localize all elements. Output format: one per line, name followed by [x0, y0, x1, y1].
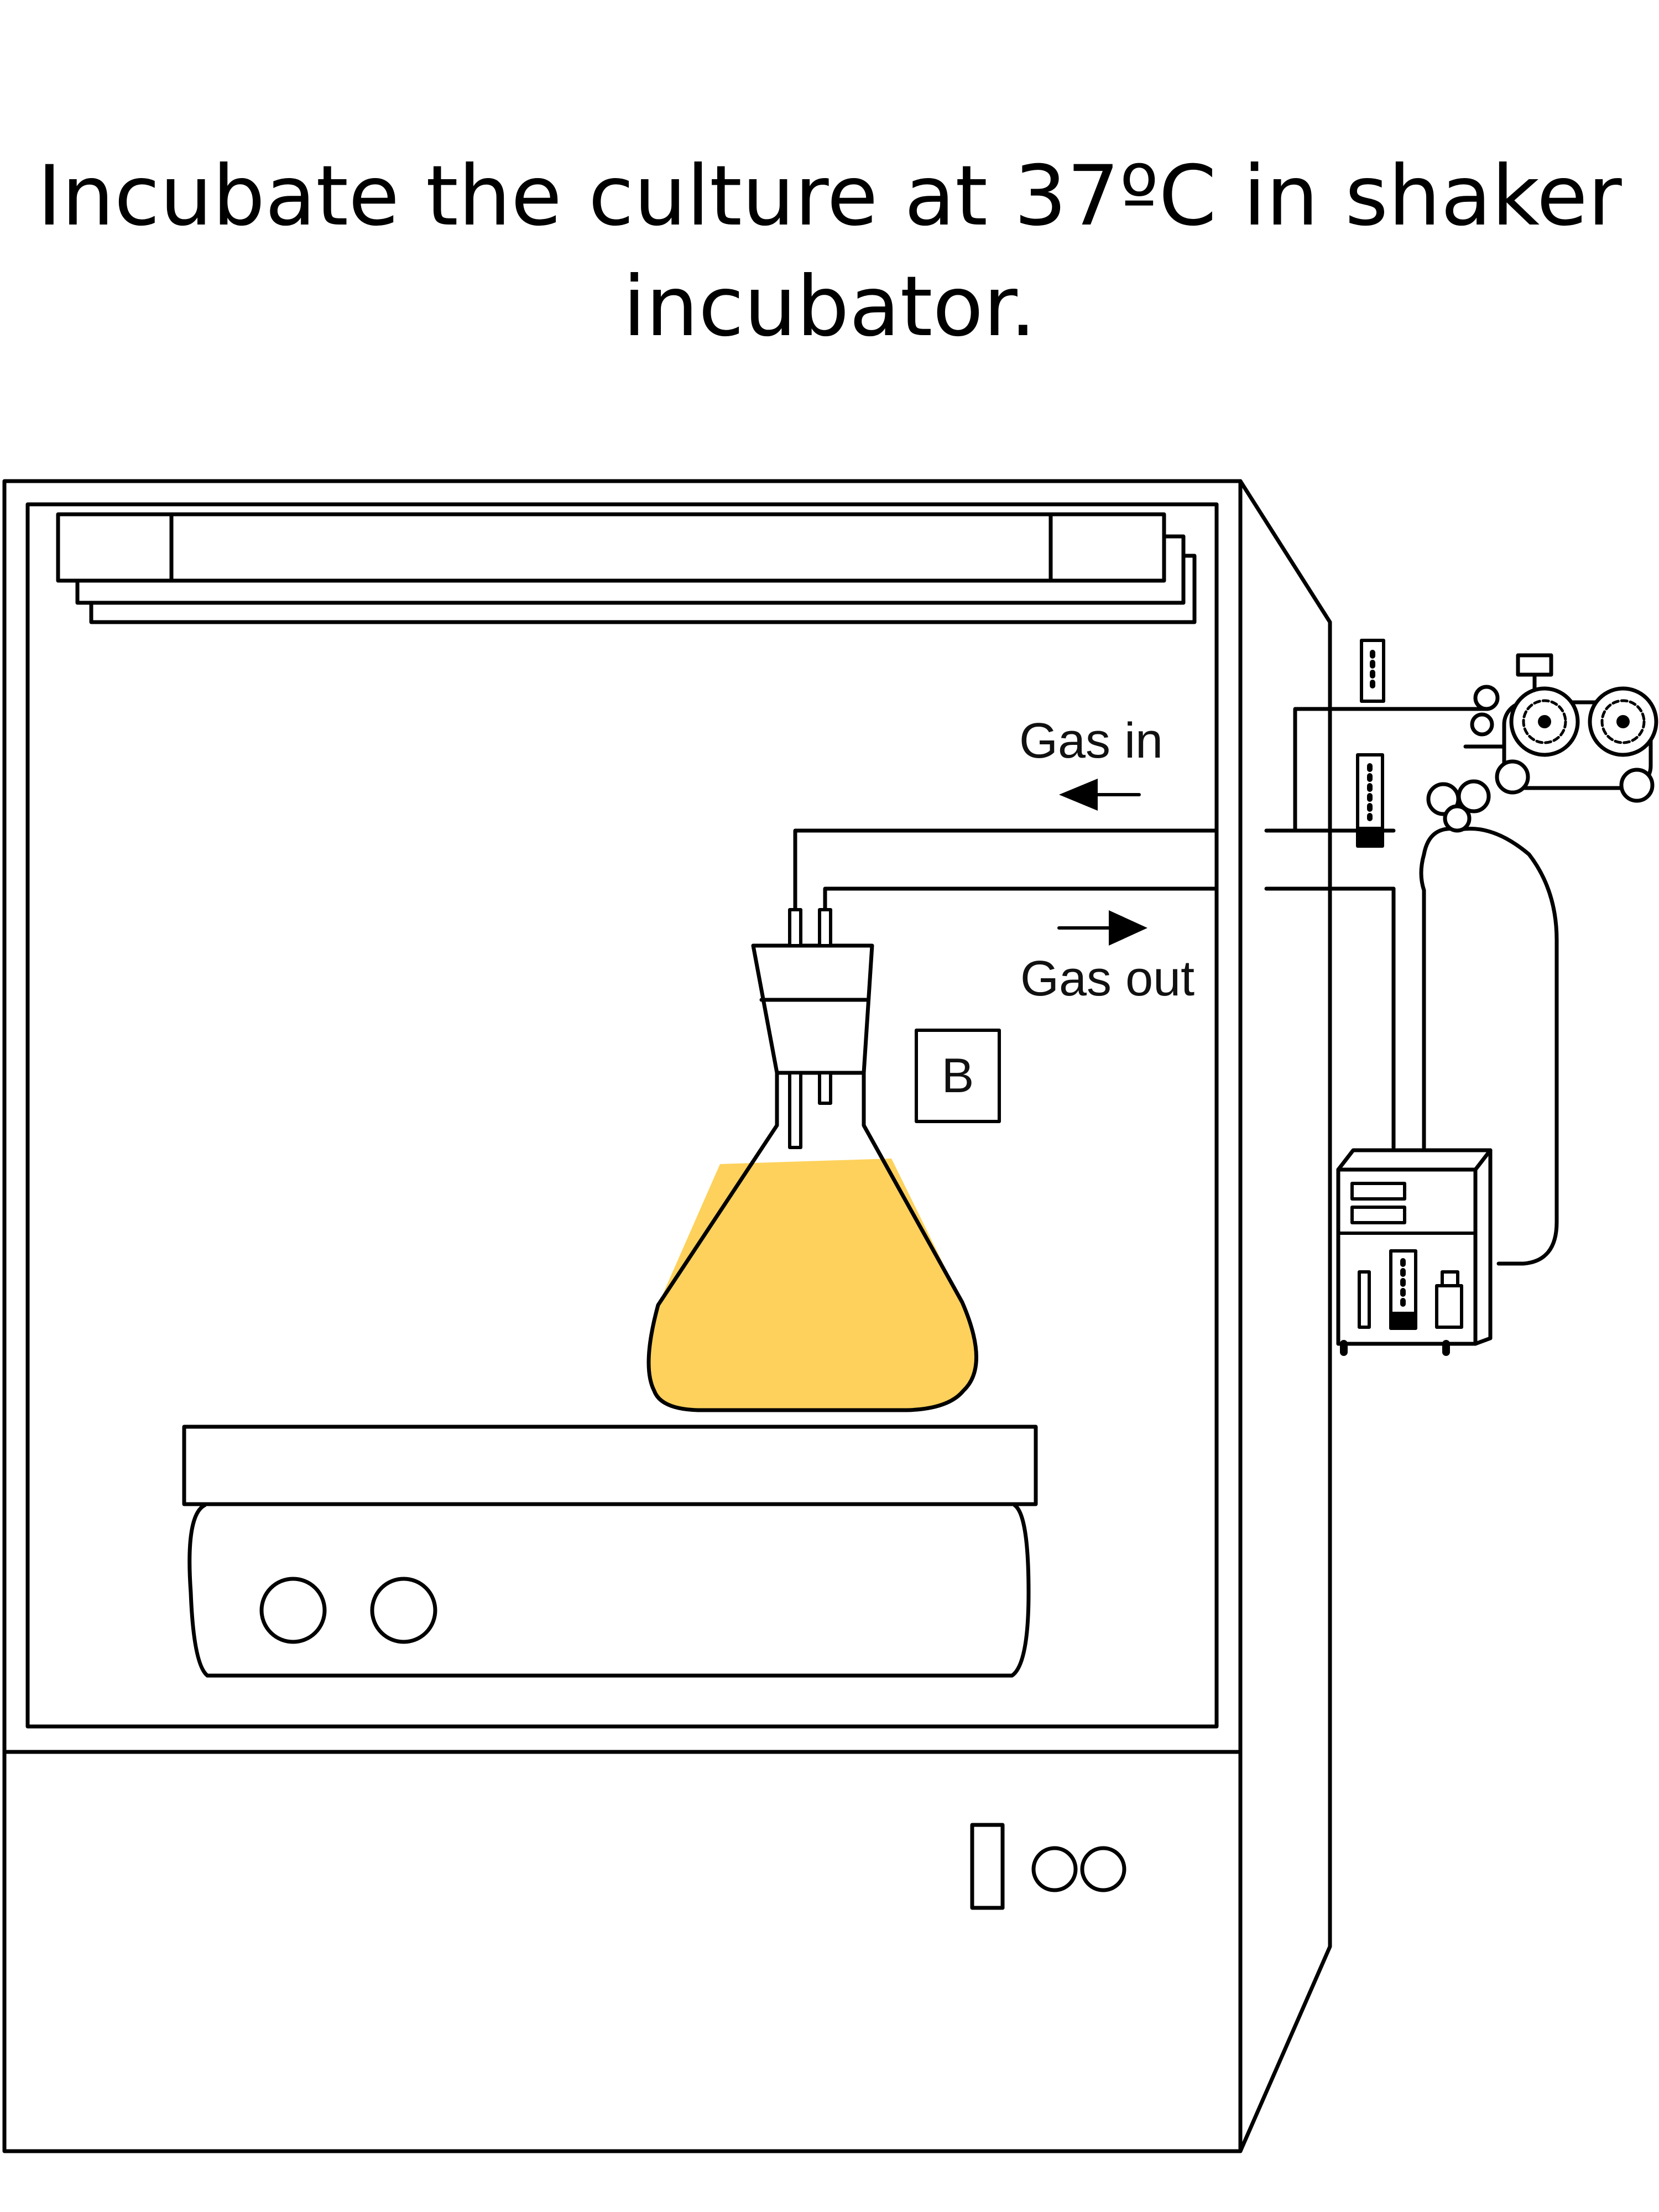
shaker-tray: [182, 1425, 1038, 1506]
gas-out-tube: [823, 886, 1219, 948]
gas-pump-icon: [1463, 653, 1658, 803]
gas-in-label: Gas in: [1019, 713, 1163, 769]
arrow-left-icon: [1059, 779, 1141, 811]
cabinet-side-panel: [1238, 479, 1332, 2153]
control-knob-2[interactable]: [1080, 1846, 1126, 1892]
top-light-fixture: [56, 512, 1197, 624]
shaker-base: [187, 1503, 1031, 1678]
cabinet-chamber: [25, 502, 1219, 1729]
outlet-tube-top: [818, 908, 832, 947]
caption-line-2: incubator.: [623, 259, 1036, 355]
cabinet-outer-frame: [2, 479, 1243, 2153]
flask-marker-box: B: [915, 1029, 1001, 1123]
cabinet-controls[interactable]: [970, 1823, 1126, 1910]
flask-marker-label: B: [942, 1048, 974, 1103]
incubator-cabinet: [2, 479, 1332, 2153]
controller-display-2: [1350, 1206, 1406, 1224]
step-caption: Incubate the culture at 37ºC in shaker i…: [0, 141, 1659, 362]
power-switch[interactable]: [970, 1823, 1005, 1910]
rubber-stopper: [751, 943, 874, 1075]
control-knob-1[interactable]: [1031, 1846, 1078, 1892]
outlet-tube-short: [818, 1071, 832, 1105]
inlet-tube-dip: [788, 1071, 802, 1149]
erlenmeyer-flask: [646, 908, 978, 1412]
shaker-platform: [182, 1425, 1038, 1678]
flask-body: [646, 1071, 978, 1412]
shaker-knob-1[interactable]: [259, 1577, 327, 1644]
gas-out-label: Gas out: [1020, 951, 1194, 1006]
gas-controller-unit: [1336, 1148, 1493, 1356]
controller-display-1: [1350, 1182, 1406, 1201]
controller-switch[interactable]: [1358, 1270, 1371, 1329]
caption-line-1: Incubate the culture at 37ºC in shaker: [37, 148, 1622, 244]
gas-cylinder-icon: [1419, 779, 1559, 1266]
supply-pipe-upper: [1293, 707, 1490, 833]
shaker-knob-2[interactable]: [370, 1577, 437, 1644]
gas-in-tube: [793, 828, 1219, 948]
flowmeter-icon: [1356, 639, 1385, 848]
arrow-right-icon: [1057, 910, 1147, 946]
light-bar-front: [56, 512, 1166, 583]
inlet-tube-top: [788, 908, 802, 947]
culture-liquid: [649, 1159, 977, 1410]
external-gas-equipment: [1293, 639, 1658, 1356]
